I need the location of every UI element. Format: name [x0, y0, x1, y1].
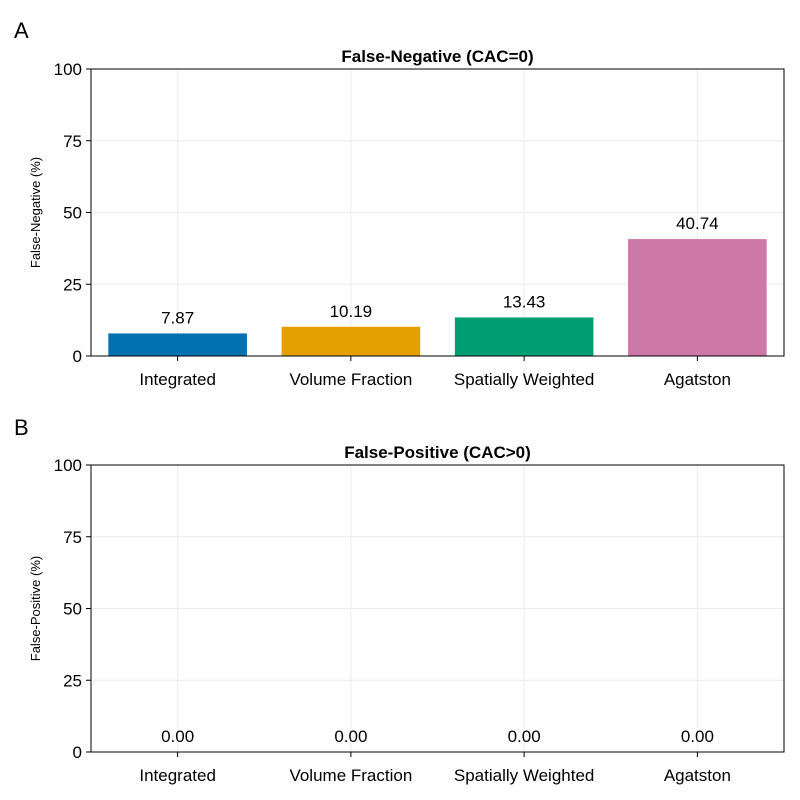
bar-integrated [108, 333, 247, 356]
chart-title: False-Positive (CAC>0) [344, 443, 531, 462]
y-tick-label: 25 [63, 671, 82, 690]
chart-title: False-Negative (CAC=0) [341, 47, 533, 66]
y-axis-label: False-Positive (%) [28, 556, 43, 661]
data-label: 0.00 [681, 727, 714, 746]
data-label: 40.74 [676, 214, 719, 233]
y-tick-label: 75 [63, 132, 82, 151]
x-tick-label: Volume Fraction [289, 370, 412, 389]
y-tick-label: 50 [63, 600, 82, 619]
y-tick-label: 0 [73, 743, 82, 762]
data-label: 0.00 [508, 727, 541, 746]
x-tick-label: Integrated [139, 370, 216, 389]
y-tick-label: 50 [63, 204, 82, 223]
panel-letter: A [14, 18, 29, 43]
data-label: 13.43 [503, 292, 546, 311]
bar-agatston [628, 239, 767, 356]
chart-panel-2: B 0 25 50 75 100 Integrated Volume Fraction Spat… [14, 415, 785, 785]
data-label: 0.00 [161, 727, 194, 746]
x-tick-label: Agatston [664, 370, 731, 389]
x-tick-label: Volume Fraction [289, 766, 412, 785]
y-tick-label: 25 [63, 275, 82, 294]
x-tick-label: Agatston [664, 766, 731, 785]
y-tick-label: 100 [54, 60, 82, 79]
data-label: 10.19 [330, 302, 373, 321]
bar-volume-fraction [281, 326, 421, 356]
data-label: 0.00 [334, 727, 367, 746]
y-tick-label: 0 [73, 347, 82, 366]
y-axis-label: False-Negative (%) [28, 157, 43, 268]
bar-spatially-weighted [454, 317, 594, 356]
panel-letter: B [14, 415, 29, 440]
y-tick-label: 75 [63, 528, 82, 547]
x-tick-label: Integrated [139, 766, 216, 785]
chart-panel-1: A 0 25 50 75 100 Integrated Volume Fraction Spat… [14, 18, 785, 389]
x-tick-label: Spatially Weighted [454, 370, 595, 389]
data-label: 7.87 [161, 308, 194, 327]
x-tick-label: Spatially Weighted [454, 766, 595, 785]
y-tick-label: 100 [54, 456, 82, 475]
